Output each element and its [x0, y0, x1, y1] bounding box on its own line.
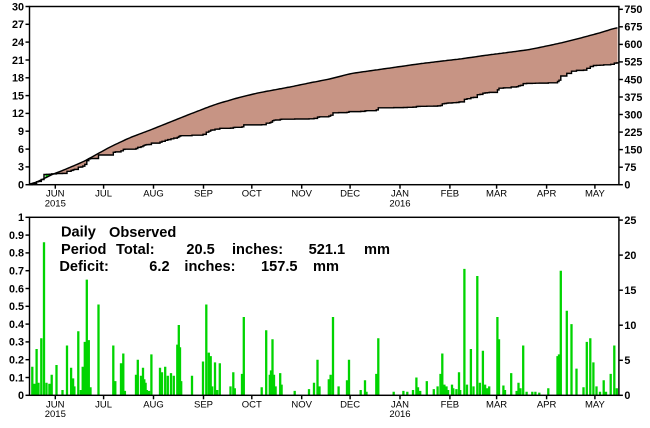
- svg-text:SEP: SEP: [194, 400, 213, 411]
- svg-text:3: 3: [18, 162, 24, 174]
- svg-text:30: 30: [12, 1, 24, 13]
- svg-text:APR: APR: [537, 189, 557, 200]
- svg-text:9: 9: [18, 126, 24, 138]
- svg-text:DEC: DEC: [340, 400, 360, 411]
- svg-text:525: 525: [624, 57, 642, 69]
- svg-text:0: 0: [624, 180, 630, 192]
- svg-text:mm: mm: [313, 259, 339, 275]
- svg-text:1: 1: [18, 212, 24, 224]
- svg-text:75: 75: [624, 162, 636, 174]
- svg-text:225: 225: [624, 127, 642, 139]
- svg-text:JAN: JAN: [391, 400, 409, 411]
- svg-text:10: 10: [624, 320, 636, 332]
- svg-text:OCT: OCT: [242, 189, 262, 200]
- svg-text:521.1: 521.1: [309, 242, 346, 258]
- svg-text:NOV: NOV: [291, 400, 312, 411]
- svg-text:Daily: Daily: [61, 225, 97, 241]
- svg-text:0.5: 0.5: [9, 301, 24, 313]
- svg-text:300: 300: [624, 109, 642, 121]
- svg-text:FEB: FEB: [441, 189, 459, 200]
- svg-text:450: 450: [624, 74, 642, 86]
- svg-text:0.2: 0.2: [9, 355, 24, 367]
- svg-text:0.3: 0.3: [9, 337, 24, 349]
- svg-text:0.9: 0.9: [9, 230, 24, 242]
- svg-text:27: 27: [12, 19, 24, 31]
- svg-text:JUL: JUL: [95, 400, 112, 411]
- svg-text:18: 18: [12, 73, 24, 85]
- svg-text:APR: APR: [537, 400, 557, 411]
- svg-text:AUG: AUG: [143, 400, 164, 411]
- svg-text:inches:: inches:: [232, 242, 283, 258]
- svg-text:SEP: SEP: [194, 189, 213, 200]
- svg-text:JUN: JUN: [46, 400, 65, 411]
- svg-text:2016: 2016: [389, 409, 410, 420]
- svg-text:JUL: JUL: [95, 189, 112, 200]
- svg-text:15: 15: [12, 90, 24, 102]
- svg-text:inches:: inches:: [184, 259, 235, 275]
- svg-text:MAY: MAY: [585, 400, 606, 411]
- svg-text:15: 15: [624, 285, 636, 297]
- svg-text:DEC: DEC: [340, 189, 360, 200]
- svg-text:0.8: 0.8: [9, 248, 24, 260]
- svg-text:OCT: OCT: [242, 400, 262, 411]
- svg-text:0: 0: [18, 390, 24, 402]
- svg-text:12: 12: [12, 108, 24, 120]
- svg-text:FEB: FEB: [441, 400, 459, 411]
- svg-text:Period: Period: [61, 242, 106, 258]
- svg-text:375: 375: [624, 92, 642, 104]
- svg-text:mm: mm: [364, 242, 390, 258]
- svg-text:0: 0: [18, 180, 24, 192]
- svg-text:JUN: JUN: [46, 189, 65, 200]
- svg-text:0.6: 0.6: [9, 283, 24, 295]
- svg-text:0.1: 0.1: [9, 372, 24, 384]
- svg-text:NOV: NOV: [291, 189, 312, 200]
- svg-text:20: 20: [624, 250, 636, 262]
- svg-text:675: 675: [624, 22, 642, 34]
- svg-text:750: 750: [624, 4, 642, 16]
- svg-text:2015: 2015: [45, 409, 66, 420]
- svg-text:Observed: Observed: [109, 225, 176, 241]
- svg-text:157.5: 157.5: [261, 259, 298, 275]
- svg-text:21: 21: [12, 55, 24, 67]
- svg-text:Total:: Total:: [116, 242, 155, 258]
- svg-text:2015: 2015: [45, 199, 66, 210]
- svg-text:AUG: AUG: [143, 189, 164, 200]
- svg-text:600: 600: [624, 39, 642, 51]
- svg-text:6.2: 6.2: [149, 259, 169, 275]
- svg-text:0: 0: [624, 390, 630, 402]
- svg-text:2016: 2016: [389, 199, 410, 210]
- svg-text:MAR: MAR: [486, 189, 507, 200]
- svg-text:MAY: MAY: [585, 189, 606, 200]
- svg-text:6: 6: [18, 144, 24, 156]
- svg-text:JAN: JAN: [391, 189, 409, 200]
- svg-text:150: 150: [624, 144, 642, 156]
- svg-text:20.5: 20.5: [186, 242, 214, 258]
- svg-text:24: 24: [12, 37, 24, 49]
- svg-text:0.4: 0.4: [9, 319, 24, 331]
- svg-text:25: 25: [624, 215, 636, 227]
- svg-text:MAR: MAR: [486, 400, 507, 411]
- svg-text:5: 5: [624, 355, 630, 367]
- svg-text:0.7: 0.7: [9, 266, 24, 278]
- svg-text:Deficit:: Deficit:: [59, 259, 108, 275]
